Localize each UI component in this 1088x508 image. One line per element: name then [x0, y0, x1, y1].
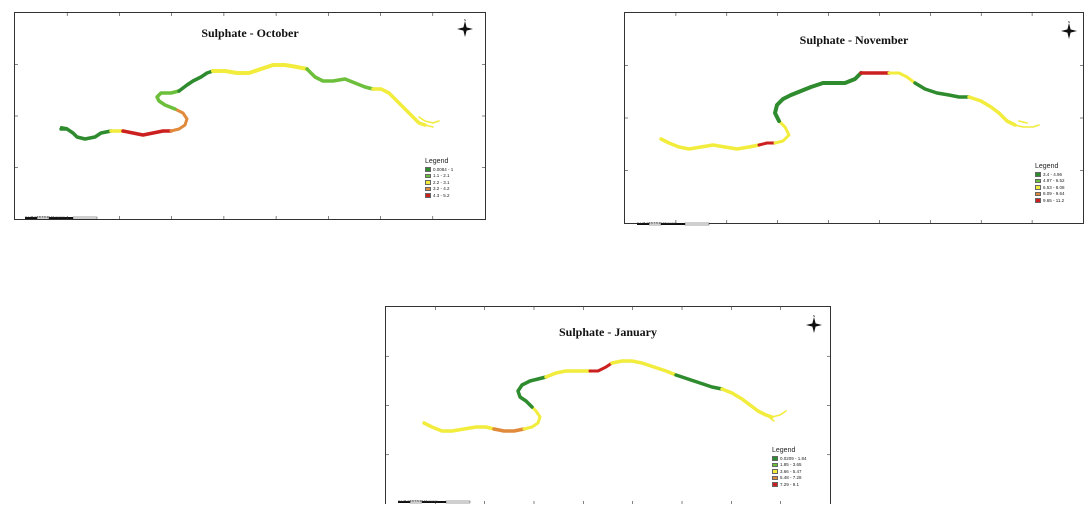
legend-label: 9.65 - 11.2	[1043, 197, 1065, 203]
river-october	[59, 63, 440, 141]
north-arrow-icon: N	[806, 315, 822, 333]
legend-swatch	[772, 469, 778, 474]
legend-title: Legend	[772, 447, 796, 454]
legend-label: 0.0084 - 1	[433, 166, 454, 172]
map-title: Sulphate - October	[201, 26, 299, 40]
legend-swatch	[1035, 178, 1041, 183]
legend-swatch	[1035, 172, 1041, 177]
legend-item: 1.85 - 3.65	[772, 462, 807, 469]
legend-label: 5.48 - 7.28	[780, 475, 802, 481]
legend-january: Legend 0.0209 - 1.84 1.85 - 3.65 3.66 - …	[772, 447, 807, 488]
legend-swatch	[772, 456, 778, 461]
svg-text:N: N	[1068, 21, 1070, 24]
legend-swatch	[425, 180, 431, 185]
legend-label: 6.53 - 8.08	[1043, 184, 1065, 190]
river-november	[659, 71, 1040, 151]
legend-october: Legend 0.0084 - 1 1.1 - 2.1 2.2 - 3.1 3.…	[425, 158, 453, 199]
legend-item: 0.0209 - 1.84	[772, 455, 807, 462]
legend-item: 6.53 - 8.08	[1035, 184, 1065, 191]
legend-swatch	[1035, 191, 1041, 196]
legend-label: 4.97 - 6.52	[1043, 178, 1065, 184]
legend-swatch	[425, 193, 431, 198]
river-january	[422, 359, 787, 433]
legend-item: 7.29 - 9.1	[772, 481, 807, 488]
map-october: Sulphate - October Legend 0.0084 - 1 1.1…	[14, 12, 486, 220]
legend-swatch	[425, 186, 431, 191]
legend-item: 3.66 - 5.47	[772, 468, 807, 475]
north-arrow-icon: N	[1061, 21, 1077, 39]
legend-swatch	[1035, 198, 1041, 203]
scale-bar-label: 0 1.25 2.5 5 7.5 10 Kilometers	[637, 221, 678, 225]
legend-label: 4.3 - 5.2	[433, 192, 450, 198]
legend-november: Legend 3.4 - 4.96 4.97 - 6.52 6.53 - 8.0…	[1035, 163, 1065, 204]
legend-label: 3.4 - 4.96	[1043, 171, 1063, 177]
legend-label: 3.66 - 5.47	[780, 468, 802, 474]
legend-swatch	[425, 173, 431, 178]
legend-item: 9.65 - 11.2	[1035, 197, 1065, 204]
north-arrow-icon: N	[457, 19, 473, 37]
map-title: Sulphate - November	[799, 33, 909, 47]
legend-item: 2.2 - 3.1	[425, 179, 453, 186]
legend-swatch	[772, 475, 778, 480]
legend-label: 0.0209 - 1.84	[780, 455, 807, 461]
map-january: Sulphate - January Legend 0.0209 - 1.84 …	[385, 306, 831, 504]
legend-swatch	[772, 462, 778, 467]
legend-item: 4.3 - 5.2	[425, 192, 453, 199]
legend-item: 3.2 - 4.2	[425, 186, 453, 193]
legend-label: 3.2 - 4.2	[433, 186, 450, 192]
legend-item: 5.48 - 7.28	[772, 475, 807, 482]
svg-text:N: N	[813, 315, 815, 318]
scale-bar: 0 1.25 2.5 5 7.5 10 Kilometers	[25, 205, 105, 220]
legend-title: Legend	[425, 158, 449, 165]
map-november: Sulphate - November Legend 3.4 - 4.96 4.…	[624, 12, 1084, 226]
scale-bar-graphic	[637, 222, 710, 226]
scale-bar-label: 0 1.25 2.5 5 7.5 10 Kilometers	[398, 499, 439, 503]
map-title: Sulphate - January	[558, 325, 658, 339]
scale-bar-graphic	[398, 500, 471, 504]
legend-swatch	[1035, 185, 1041, 190]
legend-label: 1.85 - 3.65	[780, 462, 802, 468]
scale-bar-graphic	[25, 216, 98, 220]
legend-item: 4.97 - 6.52	[1035, 178, 1065, 185]
svg-text:N: N	[464, 19, 466, 22]
legend-title: Legend	[1035, 163, 1059, 170]
scale-bar-label: 0 1.25 2.5 5 7.5 10 Kilometers	[25, 215, 66, 219]
legend-label: 2.2 - 3.1	[433, 179, 450, 185]
legend-item: 3.4 - 4.96	[1035, 171, 1065, 178]
legend-item: 0.0084 - 1	[425, 166, 453, 173]
legend-label: 7.29 - 9.1	[780, 481, 800, 487]
scale-bar: 0 1.25 2.5 5 7.5 10 Kilometers	[637, 211, 717, 226]
legend-swatch	[425, 167, 431, 172]
scale-bar: 0 1.25 2.5 5 7.5 10 Kilometers	[398, 489, 478, 504]
legend-label: 8.09 - 9.64	[1043, 191, 1065, 197]
legend-item: 1.1 - 2.1	[425, 173, 453, 180]
legend-swatch	[772, 482, 778, 487]
legend-item: 8.09 - 9.64	[1035, 191, 1065, 198]
legend-label: 1.1 - 2.1	[433, 173, 450, 179]
